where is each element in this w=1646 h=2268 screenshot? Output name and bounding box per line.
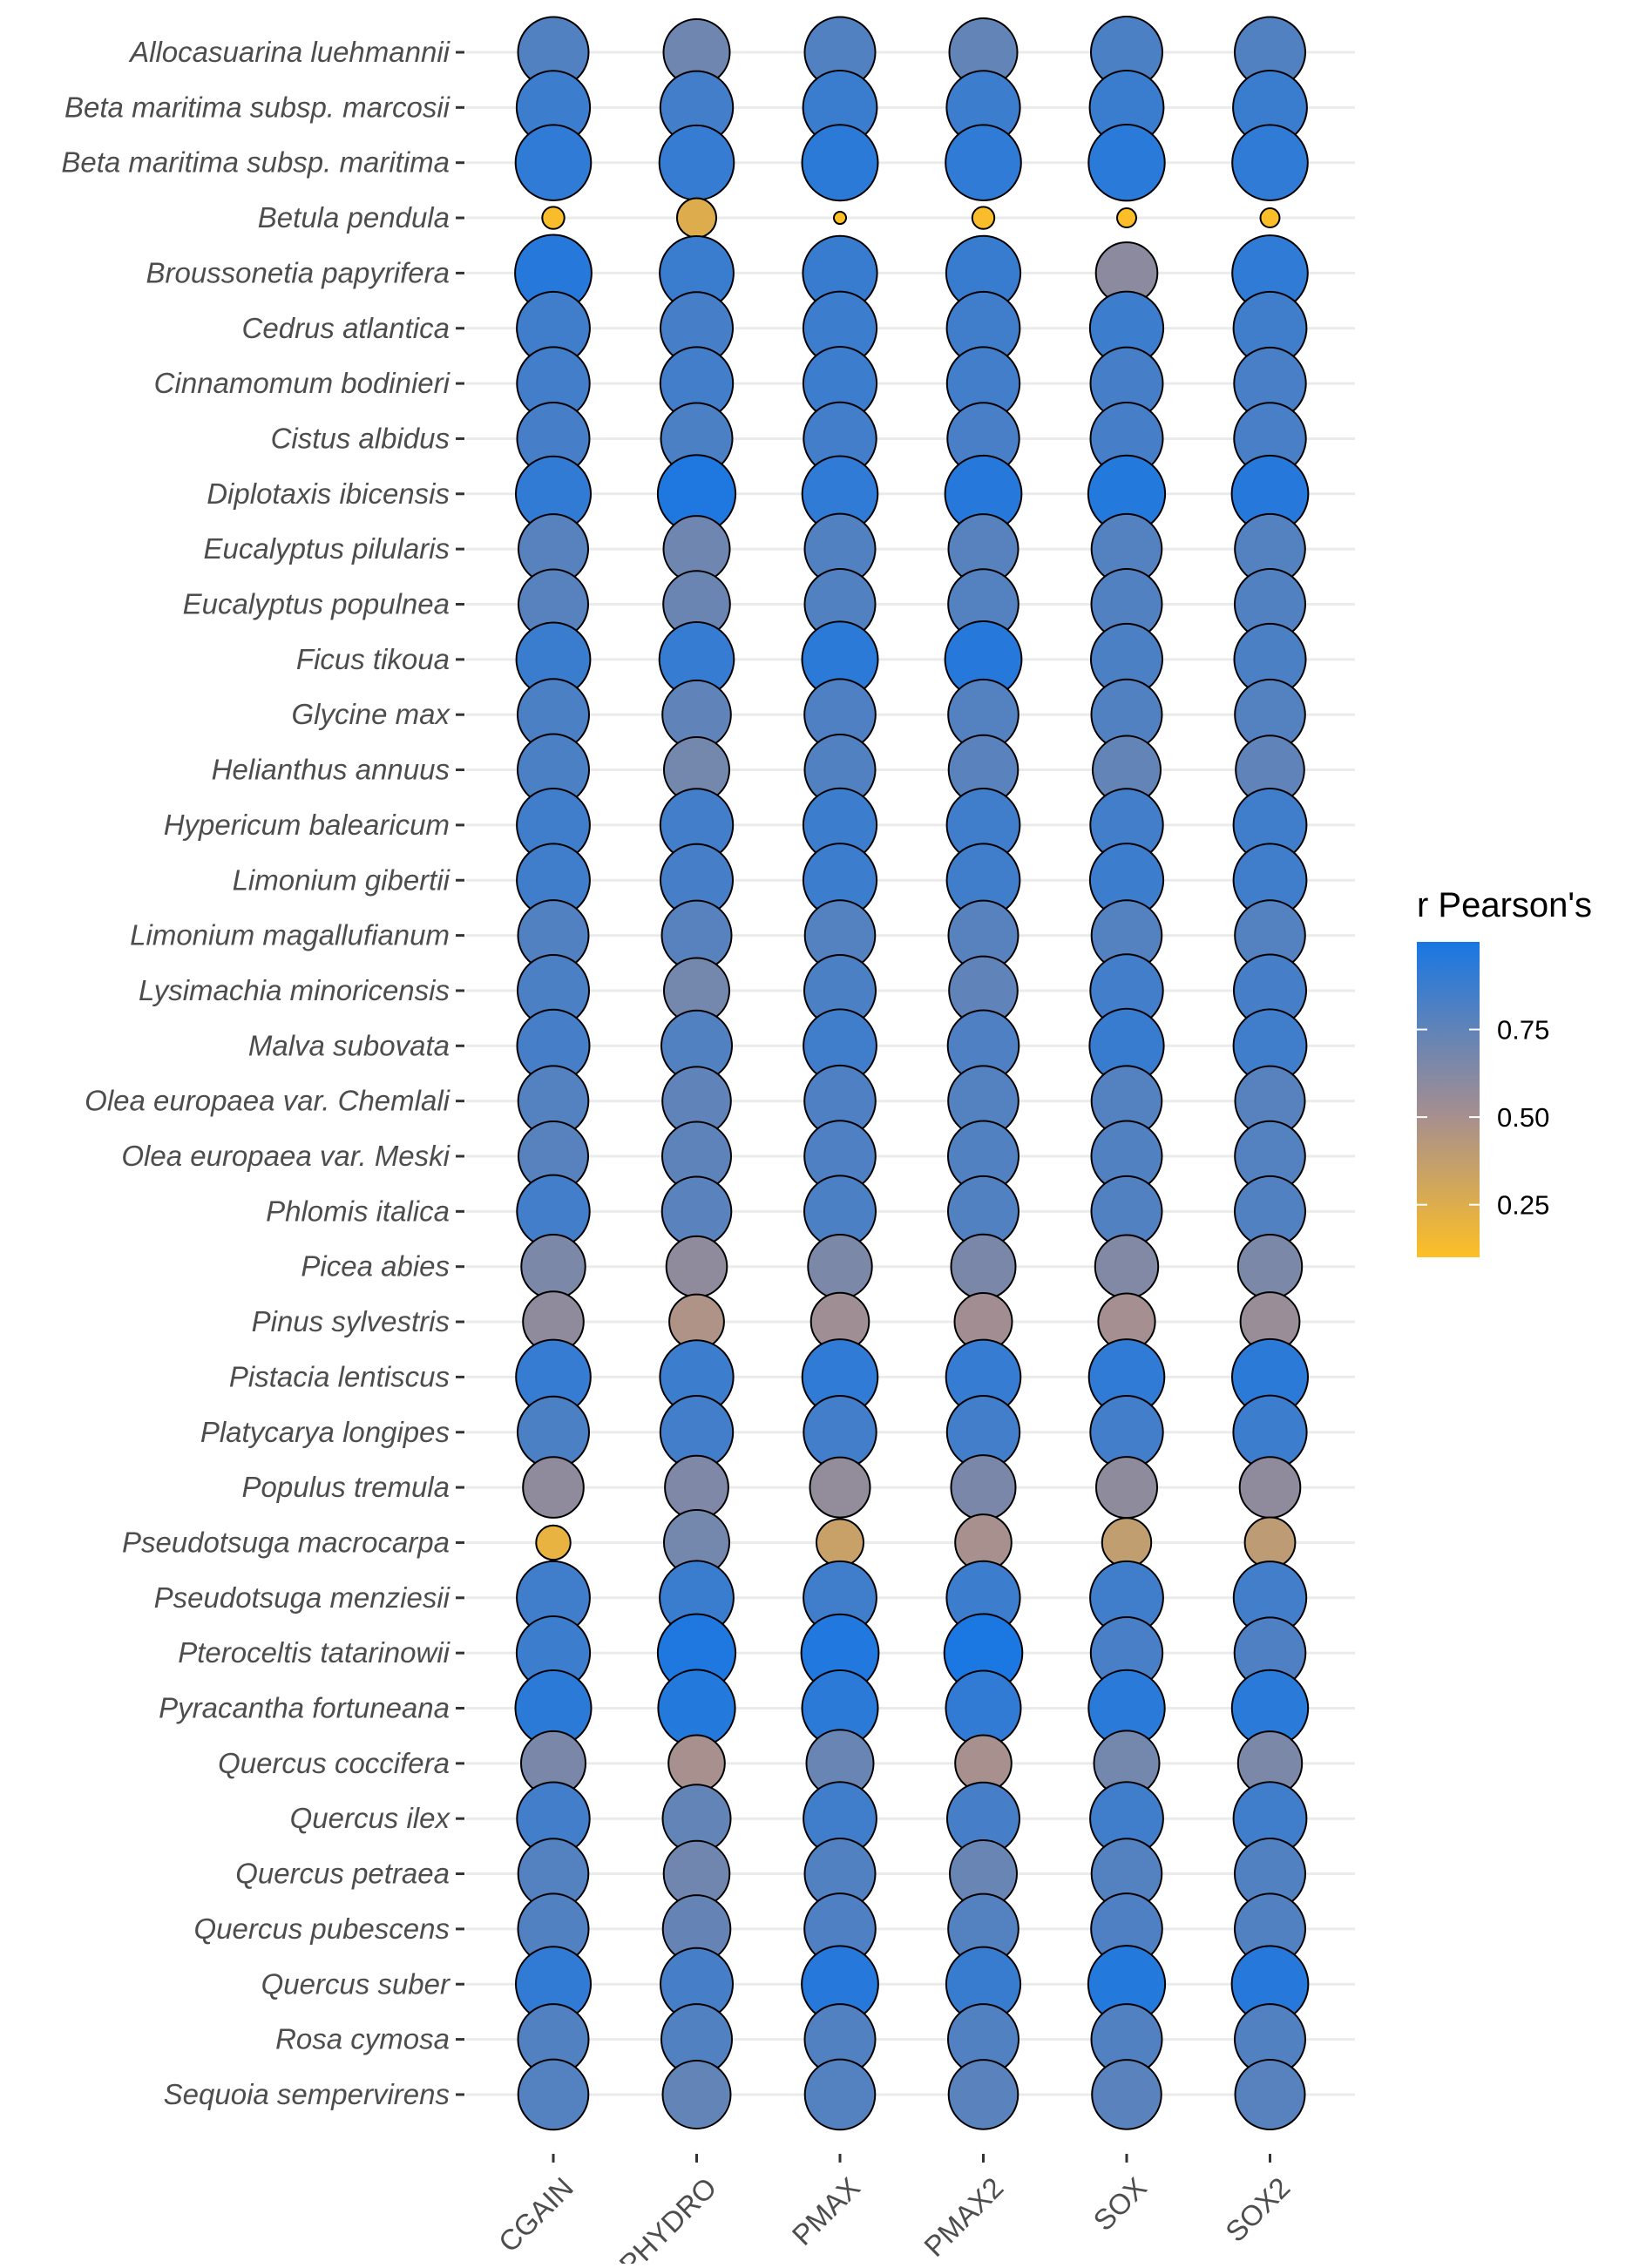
y-axis: Allocasuarina luehmannii Beta maritima su… [61, 36, 464, 2110]
bubble-point [807, 1234, 873, 1300]
y-tick-label: Quercus ilex [290, 1802, 451, 1834]
bubble-point [1243, 1516, 1297, 1569]
y-tick-label: Pteroceltis tatarinowii [178, 1636, 450, 1669]
y-tick-label: Hypericum balearicum [164, 809, 450, 841]
bubble-point [661, 2059, 732, 2129]
y-tick-label: Pseudotsuga macrocarpa [122, 1526, 450, 1558]
bubble-point [1095, 1456, 1158, 1520]
x-tick-label: PMAX [786, 2171, 866, 2251]
legend-title: r Pearson's [1417, 886, 1592, 924]
bubble-point [517, 2058, 590, 2131]
bubble-point [535, 1524, 572, 1561]
x-tick-label: PMAX2 [918, 2171, 1009, 2263]
bubble-point [945, 124, 1022, 201]
y-tick-label: Limonium gibertii [233, 863, 451, 896]
bubble-point [1234, 2058, 1306, 2130]
bubble-point [950, 1454, 1017, 1521]
bubble-point [1238, 1456, 1302, 1519]
y-tick-label: Rosa cymosa [275, 2023, 450, 2055]
y-tick-label: Helianthus annuus [212, 754, 450, 786]
legend-tick-label: 0.50 [1497, 1102, 1549, 1133]
legend-colorbar [1417, 942, 1480, 1257]
y-tick-label: Pseudotsuga menziesii [154, 1581, 451, 1614]
x-axis: CGAIN PHYDRO PMAX PMAX2 SOX SOX2 [492, 2153, 1296, 2268]
bubble-point [950, 1233, 1017, 1300]
y-tick-label: Eucalyptus pilularis [204, 532, 450, 565]
y-tick-label: Pistacia lentiscus [229, 1360, 450, 1392]
bubble-point [816, 1518, 864, 1567]
bubble-point [1091, 2059, 1162, 2130]
bubble-point [514, 124, 593, 201]
y-tick-label: Picea abies [301, 1250, 450, 1283]
bubble-point [1101, 1517, 1153, 1568]
y-tick-label: Olea europaea var. Chemlali [85, 1085, 451, 1117]
bubble-point [665, 1235, 728, 1298]
y-tick-label: Ficus tikoua [296, 643, 450, 675]
bubble-point [801, 124, 879, 202]
bubble-point [1116, 207, 1137, 229]
y-tick-label: Eucalyptus populnea [183, 588, 450, 620]
y-tick-label: Pyracantha fortuneana [159, 1692, 450, 1724]
y-tick-label: Populus tremula [242, 1471, 450, 1503]
y-tick-label: Cedrus atlantica [242, 312, 450, 344]
y-tick-label: Lysimachia minoricensis [139, 974, 450, 1006]
y-tick-label: Broussonetia papyrifera [146, 256, 450, 288]
bubble-point [947, 2059, 1019, 2130]
x-tick-label: SOX2 [1219, 2171, 1296, 2248]
legend-tick-label: 0.25 [1497, 1190, 1549, 1221]
y-tick-label: Quercus pubescens [193, 1913, 450, 1945]
bubble-point [667, 1734, 726, 1793]
y-tick-label: Cistus albidus [271, 422, 450, 454]
bubble-point [1094, 1234, 1160, 1299]
bubble-point [1236, 1234, 1304, 1300]
y-tick-label: Beta maritima subsp. maritima [61, 146, 450, 179]
y-tick-label: Quercus coccifera [218, 1747, 450, 1779]
x-tick-label: CGAIN [492, 2171, 579, 2258]
y-tick-label: Beta maritima subsp. marcosii [64, 91, 451, 123]
y-tick-label: Cinnamomum bodinieri [154, 367, 451, 399]
y-tick-label: Sequoia sempervirens [164, 2078, 450, 2110]
y-tick-label: Allocasuarina luehmannii [128, 36, 451, 68]
y-tick-label: Quercus suber [261, 1967, 451, 2000]
bubbles [514, 16, 1310, 2131]
bubble-point [971, 206, 996, 230]
legend-ticks: 0.25 0.50 0.75 [1417, 1015, 1549, 1221]
bubble-point [522, 1456, 585, 1519]
y-tick-label: Phlomis italica [266, 1195, 450, 1227]
bubble-point [1259, 207, 1281, 229]
y-tick-label: Platycarya longipes [200, 1416, 450, 1448]
gridlines [466, 51, 1355, 2096]
bubble-point [520, 1234, 586, 1300]
bubble-point [1231, 124, 1309, 201]
y-tick-label: Malva subovata [248, 1029, 450, 1061]
legend-tick-label: 0.75 [1497, 1015, 1549, 1046]
x-tick-label: SOX [1087, 2171, 1152, 2237]
y-tick-label: Pinus sylvestris [252, 1305, 450, 1337]
legend: r Pearson's 0.25 0.50 0.75 [1417, 886, 1592, 1257]
x-tick-label: PHYDRO [613, 2171, 722, 2264]
y-tick-label: Limonium magallufianum [130, 919, 450, 951]
bubble-point [658, 124, 735, 201]
bubble-point [803, 2058, 877, 2131]
y-tick-label: Olea europaea var. Meski [121, 1140, 450, 1172]
bubble-point [541, 206, 566, 230]
y-tick-label: Glycine max [291, 698, 450, 730]
bubble-point [676, 197, 717, 239]
bubble-point [809, 1456, 871, 1519]
bubble-point [1087, 124, 1166, 202]
y-tick-label: Betula pendula [258, 201, 450, 234]
bubble-point [833, 211, 847, 226]
y-tick-label: Quercus petraea [235, 1858, 450, 1890]
y-tick-label: Diplotaxis ibicensis [207, 477, 450, 510]
